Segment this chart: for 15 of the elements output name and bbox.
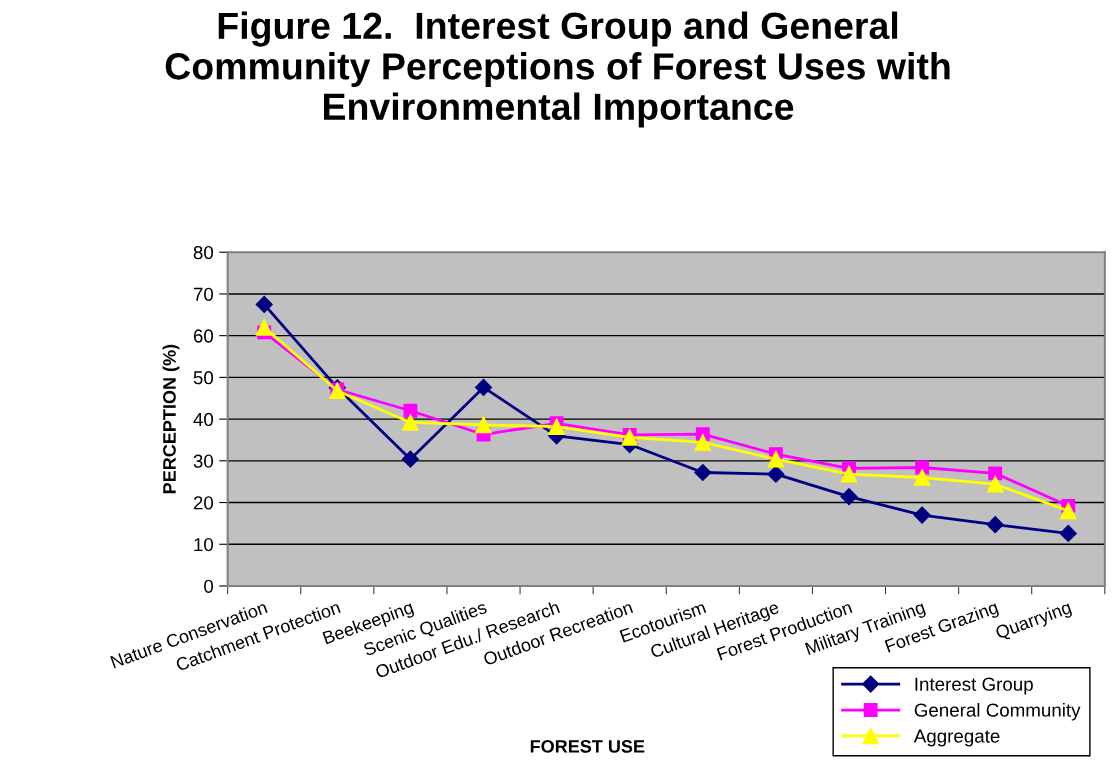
y-axis-title: PERCEPTION (%) <box>162 344 180 494</box>
legend-label: Aggregate <box>913 729 1000 747</box>
y-tick-label: 30 <box>193 454 214 468</box>
y-tick-label: 60 <box>193 329 214 343</box>
legend-label: General Community <box>914 703 1081 721</box>
y-tick-label: 70 <box>193 287 214 301</box>
y-tick-label: 40 <box>193 412 214 427</box>
x-axis-title: FOREST USE <box>530 739 645 753</box>
y-tick-label: 10 <box>194 537 214 552</box>
y-tick-label: 20 <box>193 496 214 510</box>
y-tick-label: 50 <box>193 371 214 385</box>
y-tick-label: 80 <box>193 245 214 260</box>
legend-label: Interest Group <box>915 677 1033 695</box>
y-tick-label: 0 <box>204 579 214 593</box>
chart-title: Figure 12. Interest Group and General Community Perceptions of Forest Uses with Environmental Importance <box>165 11 950 128</box>
